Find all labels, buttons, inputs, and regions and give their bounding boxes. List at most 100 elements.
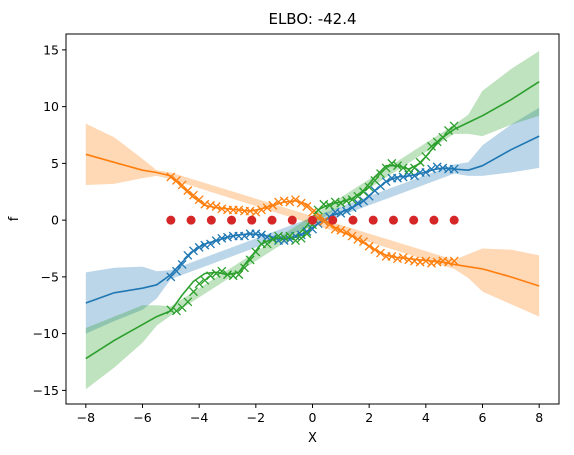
observation-marker-3 — [262, 239, 272, 249]
inducing-point — [328, 215, 338, 225]
observation-marker-3 — [370, 175, 380, 185]
y-tick-label: 0 — [51, 213, 59, 228]
observation-marker-1 — [381, 177, 391, 187]
observation-marker-1 — [427, 164, 436, 174]
inducing-point — [227, 215, 237, 225]
observation-marker-2 — [449, 256, 459, 266]
observation-marker-3 — [296, 233, 306, 243]
observation-marker-2 — [194, 195, 204, 205]
observation-marker-3 — [251, 247, 261, 257]
observation-marker-1 — [302, 227, 312, 236]
observation-marker-3 — [432, 137, 442, 147]
observation-marker-3 — [285, 231, 295, 241]
observation-marker-2 — [268, 200, 278, 210]
inducing-point — [287, 215, 297, 225]
x-tick-label: 8 — [535, 410, 543, 425]
chart-title: ELBO: -42.4 — [268, 10, 356, 28]
observation-marker-2 — [387, 251, 397, 261]
observation-marker-2 — [421, 256, 431, 266]
observation-marker-3 — [206, 271, 215, 281]
x-tick-label: 6 — [479, 410, 487, 425]
x-tick-label: −2 — [247, 410, 265, 425]
observation-marker-3 — [444, 126, 453, 135]
observation-marker-3 — [421, 152, 431, 162]
observation-marker-2 — [370, 245, 380, 255]
observation-marker-1 — [189, 246, 198, 256]
inducing-point — [348, 215, 358, 225]
observation-marker-1 — [211, 236, 221, 246]
observation-marker-3 — [427, 141, 436, 151]
observation-marker-1 — [449, 164, 459, 174]
observation-marker-2 — [262, 203, 272, 213]
observation-marker-3 — [336, 198, 346, 208]
x-tick-label: −8 — [77, 410, 95, 425]
y-tick-label: 5 — [51, 156, 59, 171]
observation-marker-3 — [404, 165, 414, 175]
x-axis: −8 −6 −4 −2 0 2 4 6 8 — [77, 404, 543, 425]
y-tick-label: −5 — [41, 269, 59, 284]
observation-marker-2 — [285, 197, 295, 207]
plot-area — [85, 51, 540, 390]
observation-marker-2 — [376, 248, 385, 258]
y-tick-label: −15 — [33, 383, 59, 398]
observation-marker-2 — [347, 231, 357, 241]
observation-marker-3 — [393, 161, 402, 171]
inducing-points — [166, 215, 459, 225]
observation-marker-2 — [353, 234, 363, 244]
observation-marker-1 — [347, 203, 357, 213]
inducing-point — [409, 215, 419, 225]
observation-marker-3 — [364, 182, 374, 192]
x-tick-label: −6 — [133, 410, 151, 425]
observation-marker-3 — [449, 121, 459, 131]
observation-marker-1 — [421, 168, 431, 177]
observation-marker-3 — [387, 158, 397, 168]
observation-marker-1 — [172, 266, 181, 276]
observation-marker-3 — [183, 297, 193, 307]
y-tick-label: 10 — [43, 99, 59, 114]
observation-marker-1 — [398, 172, 408, 182]
observation-marker-2 — [398, 253, 408, 263]
observation-marker-3 — [211, 269, 221, 278]
observation-marker-2 — [251, 207, 261, 217]
y-tick-label: 15 — [43, 42, 59, 57]
inducing-point — [429, 215, 439, 225]
observation-marker-3 — [353, 191, 363, 201]
observation-marker-3 — [268, 234, 278, 244]
observation-marker-1 — [342, 206, 351, 216]
observation-marker-3 — [217, 266, 227, 276]
observation-marker-1 — [194, 242, 204, 252]
observation-marker-3 — [194, 279, 204, 289]
mean-line-1 — [85, 135, 540, 304]
observation-marker-2 — [211, 202, 221, 211]
observation-marker-2 — [296, 198, 306, 208]
inducing-point — [186, 215, 196, 225]
observation-marker-3 — [189, 287, 198, 297]
inducing-point — [368, 215, 378, 225]
inducing-point — [449, 215, 459, 225]
observation-marker-1 — [183, 250, 193, 260]
observation-marker-1 — [336, 208, 346, 218]
observation-marker-3 — [172, 306, 181, 316]
observation-marker-1 — [177, 259, 187, 269]
observation-marker-1 — [359, 196, 368, 206]
observation-marker-3 — [359, 187, 368, 197]
observation-marker-3 — [302, 229, 312, 239]
observation-marker-2 — [183, 186, 193, 196]
inducing-point — [247, 215, 257, 225]
x-axis-label: X — [308, 431, 317, 446]
observation-marker-3 — [291, 236, 300, 246]
y-tick-label: −10 — [33, 326, 59, 341]
observation-marker-2 — [291, 195, 300, 205]
observation-marker-2 — [336, 225, 346, 235]
observation-marker-2 — [172, 175, 181, 185]
observation-marker-2 — [364, 241, 374, 251]
observation-marker-1 — [206, 239, 215, 249]
observation-marker-3 — [234, 270, 244, 280]
observation-marker-2 — [359, 237, 368, 247]
inducing-point — [166, 215, 176, 225]
observation-marker-2 — [342, 228, 351, 238]
observation-marker-3 — [398, 163, 408, 173]
observation-marker-3 — [245, 255, 255, 265]
observation-marker-3 — [438, 132, 448, 142]
